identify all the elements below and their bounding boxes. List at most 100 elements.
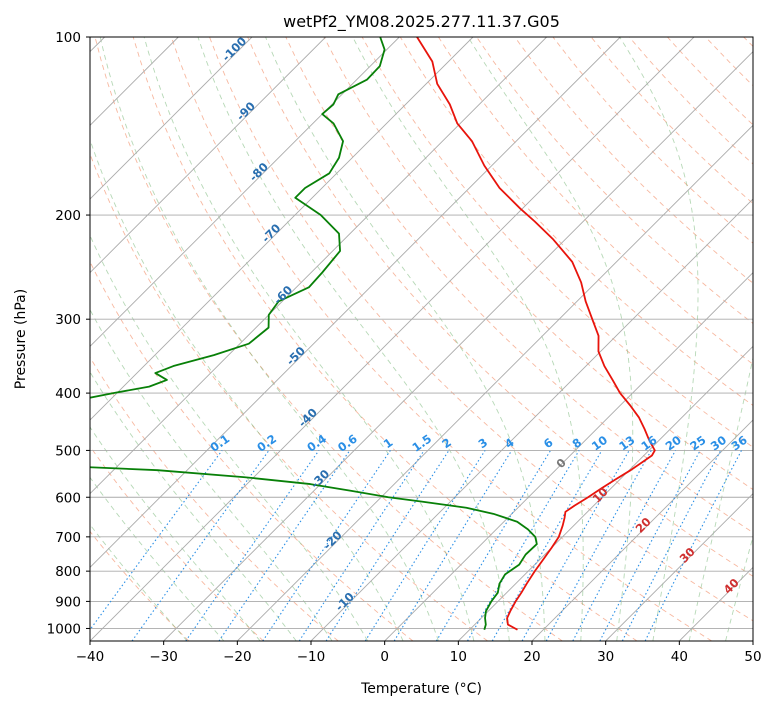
dry-adiabat-line	[552, 37, 753, 244]
x-tick-label: −10	[297, 649, 326, 665]
mixing-ratio-line	[435, 450, 552, 641]
x-tick-label: 10	[450, 649, 467, 665]
saturated-adiabat-label: 20	[633, 515, 654, 536]
isotherm-line	[752, 640, 753, 641]
isotherm-label: -90	[233, 99, 258, 124]
x-tick-label: 30	[597, 649, 614, 665]
dry-adiabat-line	[743, 37, 753, 48]
mixing-ratio-line	[185, 450, 320, 641]
saturated-adiabat-label: 0	[553, 455, 569, 471]
isotherm-line	[605, 493, 753, 641]
isotherm-label: -70	[259, 221, 284, 246]
mixing-ratio-line	[621, 450, 722, 641]
moist-adiabat-line	[90, 371, 297, 641]
x-tick-label: −30	[149, 649, 178, 665]
x-tick-label: −40	[76, 649, 105, 665]
mixing-ratio-label: 0.6	[335, 432, 360, 455]
isotherm-line	[90, 37, 253, 200]
saturated-adiabat-label: 10	[590, 485, 611, 506]
mixing-ratio-line	[325, 450, 450, 641]
x-tick-label: 40	[671, 649, 688, 665]
x-axis: −40 −30 −20 −10 0 10 20 30 40 50	[76, 641, 762, 665]
isotherm-label: -100	[219, 34, 249, 64]
mixing-ratio-line	[572, 450, 677, 641]
y-axis: 1000 900 800 700 600 500 400 300 200 100	[47, 30, 90, 637]
isotherms	[90, 37, 753, 641]
isotherm-label: -40	[295, 405, 320, 430]
mixing-ratio-lines	[90, 450, 742, 641]
isotherm-line	[458, 345, 753, 641]
dewpoint-profile-line	[90, 37, 538, 630]
isotherm-label: -10	[332, 589, 357, 614]
mixing-ratio-line	[262, 450, 391, 641]
moist-adiabat-line	[90, 234, 369, 641]
y-tick-label: 300	[55, 312, 81, 328]
dry-adiabat-line	[514, 37, 753, 284]
mixing-ratio-label: 6	[541, 435, 556, 451]
mixing-ratio-line	[545, 450, 652, 641]
moist-adiabats	[90, 37, 753, 641]
isotherm-label: -80	[246, 160, 271, 185]
dry-adiabat-line	[209, 37, 753, 622]
dry-adiabat-line	[90, 356, 339, 641]
isotherm-line	[163, 51, 753, 641]
moist-adiabat-line	[90, 138, 404, 641]
isotherm-line	[531, 419, 753, 641]
mixing-ratio-line	[521, 450, 630, 641]
dry-adiabat-line	[476, 37, 753, 325]
moist-adiabat-line	[352, 37, 584, 641]
isotherm-label: -50	[283, 344, 308, 369]
dry-adiabat-line	[90, 530, 190, 641]
moist-adiabat-line	[90, 523, 188, 641]
y-tick-label: 800	[55, 564, 81, 580]
dry-adiabat-line	[132, 37, 638, 641]
moist-adiabat-line	[99, 37, 439, 641]
mixing-ratio-label: 0.2	[254, 432, 279, 455]
x-tick-label: 50	[744, 649, 761, 665]
dry-adiabats	[90, 37, 753, 641]
y-tick-label: 1000	[47, 621, 81, 637]
dry-adiabat-line	[94, 37, 563, 641]
saturated-adiabat-label: 40	[721, 576, 742, 597]
dry-adiabat-line	[90, 445, 264, 641]
y-axis-label: Pressure (hPa)	[13, 289, 29, 389]
isotherm-line	[90, 37, 400, 347]
moist-adiabat-line	[688, 355, 753, 641]
mixing-ratio-label: 0.4	[304, 432, 329, 455]
isotherm-line	[90, 37, 326, 274]
isotherm-label: -60	[271, 283, 296, 308]
y-tick-label: 400	[55, 386, 81, 402]
mixing-ratio-line	[298, 450, 425, 641]
isotherm-line	[384, 272, 753, 641]
x-tick-label: −20	[223, 649, 252, 665]
isotherm-line	[90, 37, 547, 495]
y-tick-label: 500	[55, 443, 81, 459]
sounding-profiles	[90, 37, 656, 631]
dry-adiabat-line	[90, 152, 488, 641]
moist-adiabat-line	[619, 37, 699, 641]
isotherm-line	[310, 198, 753, 641]
dry-adiabat-line	[170, 37, 712, 641]
moist-adiabat-line	[265, 37, 546, 641]
dry-adiabat-line	[90, 260, 414, 641]
mixing-ratio-line	[131, 450, 270, 641]
y-tick-label: 900	[55, 594, 81, 610]
isotherm-line	[237, 124, 753, 641]
dry-adiabat-line	[247, 37, 753, 577]
mixing-ratio-line	[90, 450, 223, 631]
y-tick-label: 200	[55, 208, 81, 224]
isotherm-line	[90, 37, 474, 421]
dry-adiabat-line	[705, 37, 753, 87]
isotherm-line	[90, 37, 621, 568]
x-tick-label: 20	[523, 649, 540, 665]
x-axis-label: Temperature (°C)	[360, 681, 482, 697]
dry-adiabat-line	[399, 37, 753, 406]
mixing-ratio-label: 0.1	[207, 432, 232, 455]
isotherm-label: -20	[320, 528, 345, 553]
y-tick-label: 600	[55, 490, 81, 506]
moist-adiabat-line	[90, 476, 225, 641]
x-tick-label: 0	[380, 649, 389, 665]
dry-adiabat-line	[438, 37, 753, 365]
mixing-ratio-line	[218, 450, 351, 641]
